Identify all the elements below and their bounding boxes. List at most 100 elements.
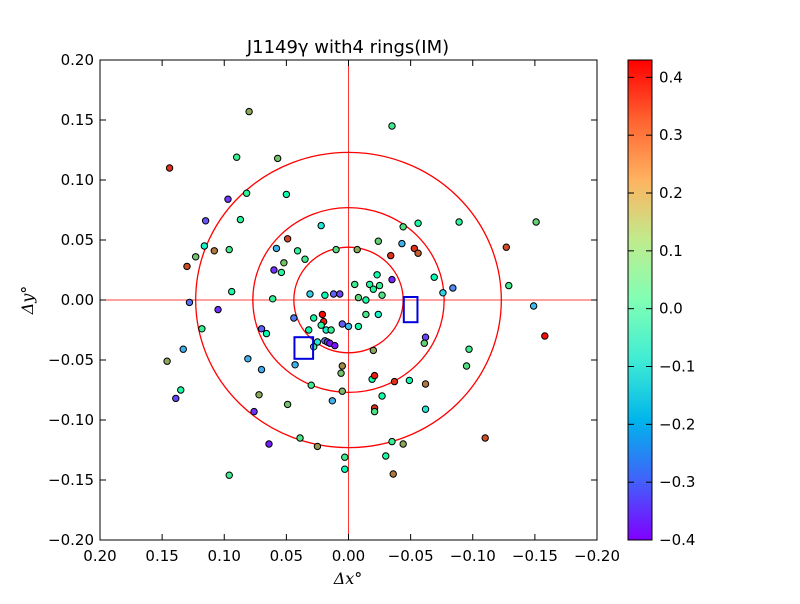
data-point <box>257 365 266 374</box>
data-point <box>172 394 180 403</box>
data-point <box>414 219 422 227</box>
data-point <box>338 362 346 370</box>
y-tick-label: 0.05 <box>61 231 94 249</box>
data-point <box>541 332 549 340</box>
data-point <box>244 355 252 363</box>
data-point <box>421 333 430 341</box>
data-point <box>331 341 339 350</box>
data-point <box>329 290 338 298</box>
data-point <box>354 322 363 331</box>
colorbar-tick-label: 0.0 <box>659 300 683 318</box>
data-point <box>185 298 194 307</box>
data-point <box>228 287 236 296</box>
data-point <box>236 215 245 224</box>
data-point <box>378 392 386 400</box>
x-tick-label: 0.20 <box>83 547 116 565</box>
x-axis-label: Δx° <box>333 569 363 588</box>
data-point <box>354 293 363 302</box>
data-point <box>338 387 346 395</box>
data-point <box>272 244 281 253</box>
data-point <box>232 153 241 161</box>
x-tick-label: 0.10 <box>208 547 241 565</box>
data-point <box>200 242 209 250</box>
data-point <box>280 259 288 267</box>
x-tick-label: 0.15 <box>145 547 178 565</box>
colorbar-tick-label: 0.1 <box>659 242 683 260</box>
colorbar <box>627 59 653 541</box>
data-point <box>370 407 379 416</box>
data-point <box>362 310 370 319</box>
data-point <box>353 245 361 254</box>
region-box-1 <box>293 336 315 360</box>
data-point <box>332 245 340 254</box>
data-point <box>365 280 374 289</box>
data-point <box>273 154 282 163</box>
data-point <box>210 247 219 255</box>
y-axis-label: Δy° <box>18 286 37 316</box>
data-point <box>225 245 233 254</box>
data-point <box>399 223 407 231</box>
colorbar-tick-label: −0.2 <box>659 415 695 433</box>
colorbar-tick-label: 0.2 <box>659 184 683 202</box>
data-point <box>179 345 187 353</box>
ring-3 <box>195 151 502 449</box>
data-point <box>481 434 489 442</box>
y-tick-label: −0.20 <box>48 531 94 549</box>
data-point <box>462 362 471 370</box>
data-point <box>439 289 447 297</box>
data-point <box>177 386 185 394</box>
data-point <box>449 284 457 292</box>
data-point <box>201 217 210 225</box>
data-point <box>165 164 174 172</box>
data-point <box>338 320 346 328</box>
data-point <box>224 195 232 203</box>
data-point <box>163 357 171 365</box>
data-point <box>291 361 299 369</box>
data-point <box>389 470 397 478</box>
x-tick-label: −0.05 <box>388 547 434 565</box>
data-point <box>388 275 396 284</box>
data-point <box>337 369 345 377</box>
data-point <box>341 465 349 473</box>
x-tick-label: 0.00 <box>332 547 365 565</box>
data-point <box>313 442 322 451</box>
data-point <box>257 325 266 333</box>
data-point <box>455 218 463 226</box>
data-point <box>265 440 273 448</box>
ring-2 <box>252 206 445 394</box>
data-point <box>242 189 251 197</box>
data-point <box>306 290 314 298</box>
data-point <box>369 285 378 293</box>
data-point <box>214 305 222 314</box>
x-tick-label: −0.15 <box>512 547 558 565</box>
data-point <box>191 253 200 261</box>
data-point <box>317 221 325 230</box>
data-point <box>505 281 513 290</box>
data-point <box>310 314 318 322</box>
data-point <box>283 235 292 243</box>
data-point <box>421 380 430 388</box>
data-point <box>351 280 359 289</box>
data-point <box>282 190 291 199</box>
colorbar-tick-label: −0.4 <box>659 531 695 549</box>
data-point <box>421 405 430 413</box>
y-tick-label: −0.05 <box>48 351 94 369</box>
data-point <box>387 251 395 260</box>
data-point <box>369 346 378 355</box>
data-point <box>290 314 298 322</box>
colorbar-tick-label: −0.3 <box>659 473 695 491</box>
colorbar-tick-label: −0.1 <box>659 358 695 376</box>
data-point <box>399 440 407 448</box>
data-point <box>378 291 386 299</box>
x-tick-label: 0.05 <box>270 547 303 565</box>
colorbar-tick-label: 0.4 <box>659 68 683 86</box>
y-tick-label: 0.20 <box>61 51 94 69</box>
data-point <box>293 247 302 255</box>
data-point <box>373 271 381 279</box>
data-point <box>430 273 438 281</box>
region-box-2 <box>402 296 419 324</box>
data-point <box>305 326 313 334</box>
data-point <box>405 376 414 385</box>
